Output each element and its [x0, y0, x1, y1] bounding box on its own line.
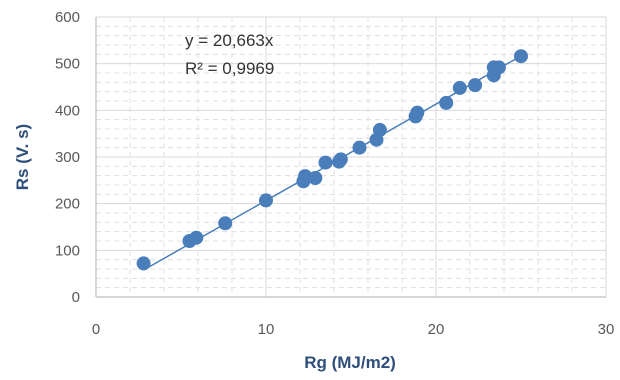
data-point [353, 141, 367, 155]
data-point [259, 193, 273, 207]
grid [96, 17, 606, 297]
data-point [468, 78, 482, 92]
data-point [410, 106, 424, 120]
y-tick-label: 100 [55, 242, 80, 259]
x-tick-labels: 0 10 20 30 [92, 321, 615, 338]
x-axis-title: Rg (MJ/m2) [304, 353, 396, 372]
data-point [308, 171, 322, 185]
x-tick-label: 30 [598, 321, 615, 338]
y-tick-label: 600 [55, 9, 80, 26]
x-tick-label: 0 [92, 321, 100, 338]
data-point [189, 231, 203, 245]
data-point [373, 123, 387, 137]
data-point [137, 256, 151, 270]
x-tick-label: 20 [428, 321, 445, 338]
data-point [319, 156, 333, 170]
r-squared-label: R² = 0,9969 [185, 59, 274, 78]
data-point [492, 60, 506, 74]
y-tick-label: 500 [55, 56, 80, 73]
x-tick-label: 10 [258, 321, 275, 338]
data-point [453, 81, 467, 95]
y-tick-label: 0 [72, 289, 80, 306]
data-point [439, 96, 453, 110]
y-tick-label: 300 [55, 149, 80, 166]
y-tick-labels: 0 100 200 300 400 500 600 [55, 9, 80, 306]
data-point [514, 49, 528, 63]
y-tick-label: 200 [55, 196, 80, 213]
y-axis-title: Rs (V. s) [13, 124, 32, 190]
data-point [218, 216, 232, 230]
y-tick-label: 400 [55, 102, 80, 119]
data-point [334, 152, 348, 166]
equation-label: y = 20,663x [185, 31, 274, 50]
